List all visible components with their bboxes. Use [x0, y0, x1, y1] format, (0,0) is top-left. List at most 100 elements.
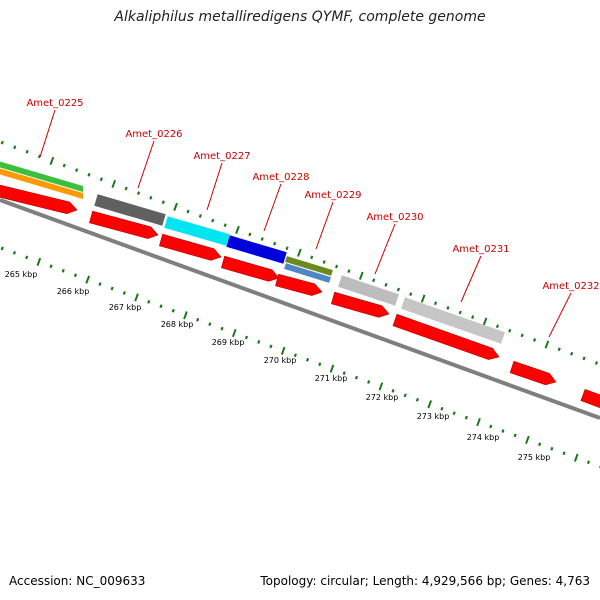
- minor-tick: [403, 393, 407, 398]
- light-gray-gene-bar: [338, 275, 399, 306]
- major-tick: [111, 179, 117, 189]
- gene-label: Amet_0225: [26, 98, 83, 109]
- gene-callout-line: [137, 140, 155, 189]
- cds-arrow: [331, 291, 390, 318]
- gene-label: Amet_0229: [304, 190, 361, 201]
- minor-tick: [0, 246, 4, 251]
- minor-tick: [122, 291, 126, 295]
- minor-tick: [293, 353, 297, 358]
- minor-tick: [75, 168, 79, 172]
- minor-tick: [136, 191, 141, 195]
- minor-tick: [49, 264, 53, 269]
- minor-tick: [501, 429, 505, 433]
- gene-callout-line: [39, 109, 56, 158]
- gene-callout-line: [263, 183, 282, 232]
- major-tick: [134, 293, 139, 302]
- minor-tick: [273, 241, 277, 246]
- minor-tick: [372, 278, 376, 283]
- minor-tick: [161, 200, 165, 205]
- scale-label: 266 kbp: [57, 287, 90, 296]
- blue-gene-bar: [226, 235, 287, 264]
- orange-feature-bar: [0, 168, 83, 199]
- gene-label: Amet_0228: [252, 172, 309, 183]
- scale-label: 265 kbp: [5, 270, 38, 279]
- cds-arrow: [275, 273, 323, 296]
- major-tick: [280, 346, 286, 355]
- lower-tick-track: [0, 246, 600, 469]
- major-tick: [231, 328, 237, 338]
- minor-tick: [0, 140, 4, 145]
- feature-bars: [0, 161, 83, 199]
- major-tick: [427, 400, 433, 409]
- major-tick: [297, 248, 302, 257]
- minor-tick: [458, 310, 462, 315]
- gene-callout-line: [315, 201, 334, 250]
- minor-tick: [99, 177, 103, 182]
- minor-tick: [186, 209, 190, 214]
- minor-tick: [149, 195, 153, 200]
- minor-tick: [471, 315, 475, 319]
- minor-tick: [37, 154, 42, 159]
- scale-label: 275 kbp: [518, 453, 551, 462]
- gene-label: Amet_0226: [125, 129, 182, 140]
- minor-tick: [285, 246, 289, 251]
- minor-tick: [244, 335, 249, 340]
- minor-tick: [124, 186, 128, 191]
- scale-label: 267 kbp: [109, 303, 142, 312]
- minor-tick: [409, 292, 413, 296]
- cds-arrows: [0, 184, 600, 408]
- major-tick: [544, 340, 550, 349]
- major-tick: [358, 271, 364, 280]
- gene-callout-lines: [39, 109, 572, 338]
- minor-tick: [147, 300, 151, 304]
- minor-tick: [62, 163, 66, 168]
- minor-tick: [520, 333, 524, 338]
- dark-gray-gene-bar: [94, 194, 166, 226]
- minor-tick: [310, 255, 314, 260]
- scale-label: 268 kbp: [161, 320, 194, 329]
- major-tick: [36, 257, 42, 266]
- minor-tick: [415, 397, 420, 402]
- gene-callout-line: [460, 255, 482, 303]
- minor-tick: [367, 380, 371, 384]
- cds-arrow: [89, 210, 159, 239]
- minor-tick: [508, 328, 512, 333]
- minor-tick: [489, 424, 493, 429]
- gene-callout-line: [548, 292, 572, 338]
- cds-arrow: [159, 233, 222, 261]
- minor-tick: [61, 268, 65, 273]
- minor-tick: [433, 301, 438, 306]
- minor-tick: [25, 149, 29, 154]
- minor-tick: [334, 264, 339, 269]
- minor-tick: [25, 255, 29, 260]
- minor-tick: [586, 460, 591, 465]
- cds-arrow: [221, 255, 280, 282]
- minor-tick: [446, 306, 450, 310]
- major-tick: [378, 382, 384, 391]
- scale-label: 273 kbp: [417, 412, 450, 421]
- major-tick: [573, 453, 579, 462]
- minor-tick: [87, 172, 91, 177]
- minor-tick: [257, 340, 261, 344]
- minor-tick: [211, 218, 215, 223]
- minor-tick: [269, 344, 273, 349]
- minor-tick: [594, 361, 599, 365]
- minor-tick: [260, 237, 264, 241]
- minor-tick: [220, 326, 224, 331]
- minor-tick: [171, 308, 175, 313]
- scale-label: 274 kbp: [467, 433, 500, 442]
- minor-tick: [12, 251, 17, 255]
- minor-tick: [347, 269, 351, 274]
- scale-label: 271 kbp: [315, 374, 348, 383]
- minor-tick: [391, 389, 395, 393]
- minor-tick: [557, 347, 561, 352]
- colored-gene-bars: [94, 194, 505, 344]
- gene-callout-line: [374, 223, 396, 275]
- minor-tick: [452, 411, 456, 416]
- minor-tick: [196, 317, 200, 322]
- minor-tick: [223, 223, 227, 228]
- light-gray-gene-bar: [401, 297, 505, 344]
- minor-tick: [384, 283, 388, 287]
- gene-label: Amet_0227: [193, 151, 250, 162]
- green-feature-bar: [0, 161, 83, 192]
